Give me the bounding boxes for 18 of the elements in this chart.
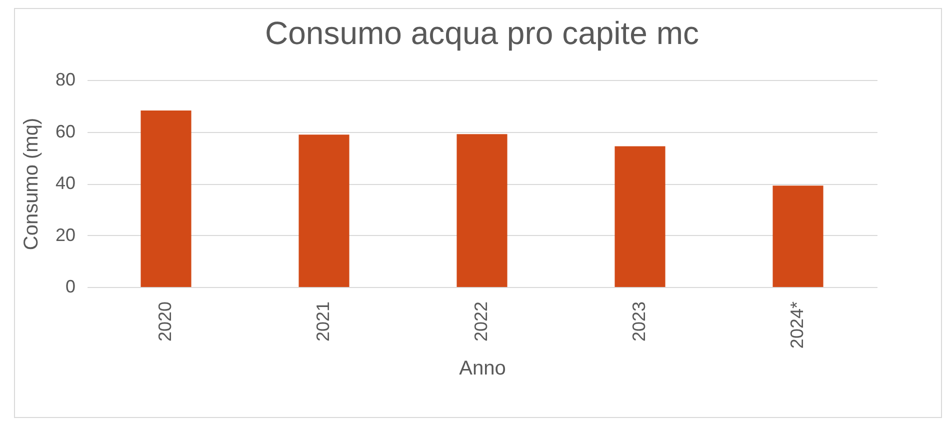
chart-title: Consumo acqua pro capite mc: [265, 15, 699, 51]
y-tick-label: 20: [55, 224, 76, 245]
x-tick-label: 2021: [313, 302, 333, 342]
y-tick-label: 60: [55, 121, 76, 142]
x-tick-label: 2024*: [787, 302, 807, 349]
bar: [614, 146, 666, 287]
x-axis-title: Anno: [459, 358, 506, 380]
x-tick-label: 2022: [471, 302, 491, 342]
y-axis-title: Consumo (mq): [20, 118, 42, 250]
bar: [456, 134, 508, 287]
bar: [298, 134, 350, 287]
x-tick-label: 2020: [155, 302, 175, 342]
y-tick-label: 0: [65, 276, 76, 296]
x-tick-label: 2023: [629, 302, 649, 342]
bar: [140, 110, 192, 287]
y-tick-label: 40: [55, 173, 76, 193]
y-tick-label: 80: [55, 70, 76, 90]
bar: [772, 186, 824, 287]
